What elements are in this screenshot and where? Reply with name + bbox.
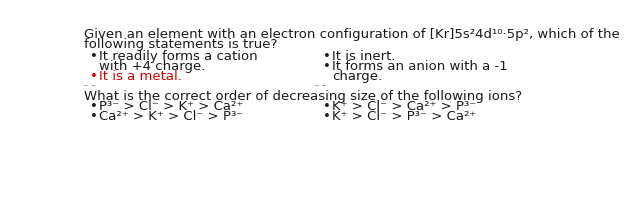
Text: P³⁻ > Cl⁻ > K⁺ > Ca²⁺: P³⁻ > Cl⁻ > K⁺ > Ca²⁺ bbox=[99, 100, 244, 113]
Text: It forms an anion with a -1: It forms an anion with a -1 bbox=[333, 60, 508, 73]
Text: charge.: charge. bbox=[333, 70, 382, 83]
Text: K⁺ > Cl⁻ > Ca²⁺ > P³⁻: K⁺ > Cl⁻ > Ca²⁺ > P³⁻ bbox=[333, 100, 476, 113]
Text: •: • bbox=[323, 60, 331, 73]
Text: with +4 charge.: with +4 charge. bbox=[99, 60, 206, 73]
Text: •: • bbox=[323, 110, 331, 123]
Text: •: • bbox=[90, 50, 98, 63]
Text: It readily forms a cation: It readily forms a cation bbox=[99, 50, 257, 63]
Text: •: • bbox=[90, 110, 98, 123]
Text: K⁺ > Cl⁻ > P³⁻ > Ca²⁺: K⁺ > Cl⁻ > P³⁻ > Ca²⁺ bbox=[333, 110, 476, 123]
Text: •: • bbox=[90, 100, 98, 113]
Text: What is the correct order of decreasing size of the following ions?: What is the correct order of decreasing … bbox=[85, 90, 522, 103]
Text: •: • bbox=[323, 50, 331, 63]
Text: Ca²⁺ > K⁺ > Cl⁻ > P³⁻: Ca²⁺ > K⁺ > Cl⁻ > P³⁻ bbox=[99, 110, 244, 123]
Text: •: • bbox=[90, 70, 98, 83]
Text: - -: - - bbox=[85, 80, 96, 90]
Text: - -: - - bbox=[316, 80, 327, 90]
Text: It is a metal.: It is a metal. bbox=[99, 70, 182, 83]
Text: following statements is true?: following statements is true? bbox=[85, 38, 278, 51]
Text: •: • bbox=[323, 100, 331, 113]
Text: It is inert.: It is inert. bbox=[333, 50, 396, 63]
Text: Given an element with an electron configuration of [Kr]5s²4d¹⁰·5p², which of the: Given an element with an electron config… bbox=[85, 28, 620, 41]
